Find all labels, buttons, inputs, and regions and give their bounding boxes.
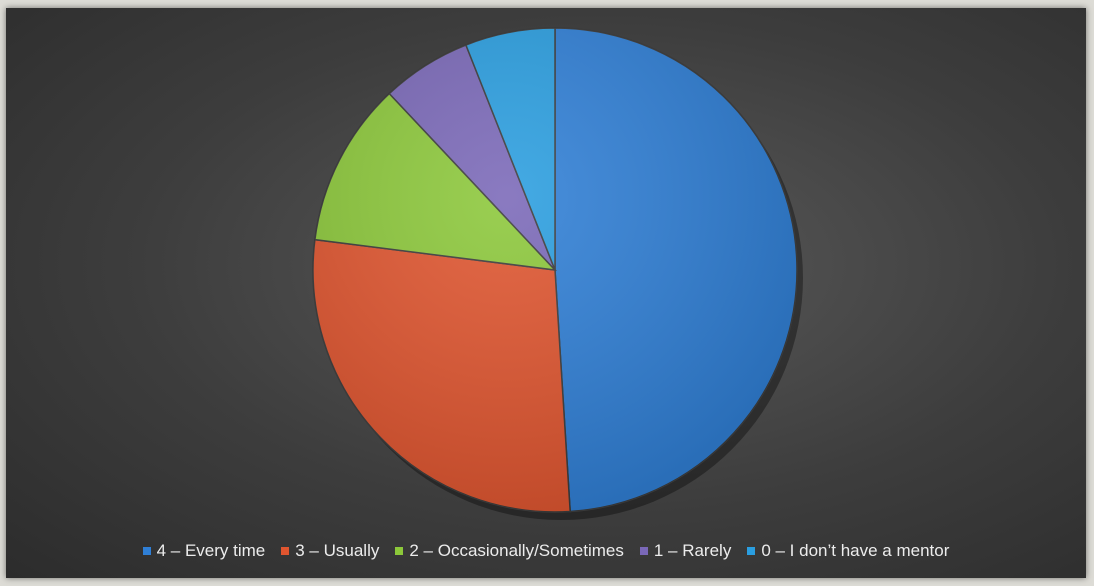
legend-swatch-every-time: [142, 547, 151, 555]
legend-item-occasionally: 2 – Occasionally/Sometimes: [395, 541, 624, 561]
legend-label-occasionally: 2 – Occasionally/Sometimes: [409, 541, 624, 560]
pie-sheen: [313, 28, 797, 512]
legend-label-usually: 3 – Usually: [295, 541, 380, 560]
legend-swatch-rarely: [639, 547, 648, 555]
legend-item-every-time: 4 – Every time: [142, 541, 266, 561]
legend-label-no-mentor: 0 – I don’t have a mentor: [761, 541, 950, 560]
legend-swatch-occasionally: [395, 547, 404, 555]
legend-swatch-no-mentor: [747, 547, 756, 555]
legend-item-rarely: 1 – Rarely: [639, 541, 732, 561]
legend-label-every-time: 4 – Every time: [156, 541, 266, 560]
pie-chart: [312, 27, 803, 520]
legend-swatch-usually: [281, 547, 290, 555]
legend-label-rarely: 1 – Rarely: [653, 541, 732, 560]
legend: 4 – Every time 3 – Usually 2 – Occasiona…: [6, 541, 1086, 561]
chart-slide: 4 – Every time 3 – Usually 2 – Occasiona…: [6, 8, 1086, 578]
legend-item-no-mentor: 0 – I don’t have a mentor: [747, 541, 949, 561]
legend-item-usually: 3 – Usually: [281, 541, 379, 561]
